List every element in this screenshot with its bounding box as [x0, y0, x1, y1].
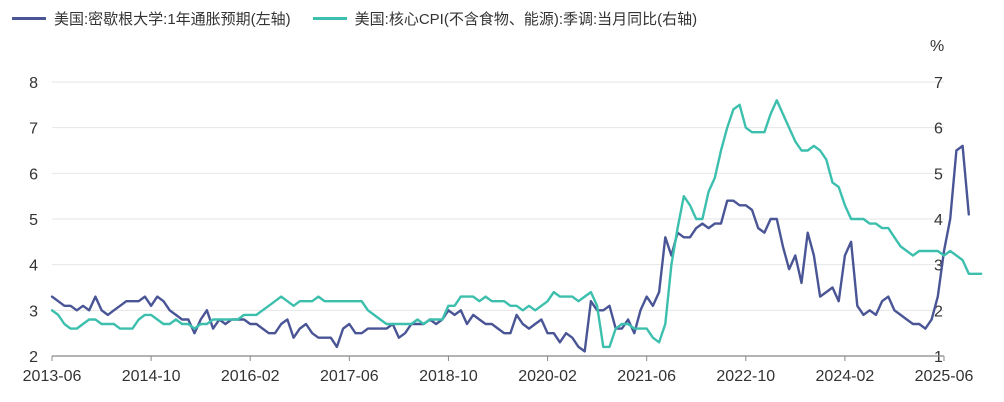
legend-label-series1: 美国:密歇根大学:1年通胀预期(左轴)	[54, 11, 291, 28]
right-tick-label: 5	[934, 166, 943, 183]
legend-item-series1[interactable]: 美国:密歇根大学:1年通胀预期(左轴)	[12, 8, 291, 29]
left-tick-label: 5	[29, 212, 38, 229]
x-tick-label: 2020-02	[518, 368, 577, 385]
right-tick-label: 1	[934, 349, 943, 366]
right-axis-unit: %	[930, 38, 945, 55]
left-tick-label: 2	[29, 349, 38, 366]
legend: 美国:密歇根大学:1年通胀预期(左轴) 美国:核心CPI(不含食物、能源):季调…	[12, 8, 697, 29]
right-tick-label: 3	[934, 258, 943, 275]
x-tick-label: 2018-10	[419, 368, 478, 385]
series-line-series2	[50, 99, 983, 349]
legend-swatch-series2	[312, 17, 347, 20]
x-tick-label: 2021-06	[617, 368, 676, 385]
right-tick-label: 6	[934, 121, 943, 138]
left-tick-label: 6	[29, 166, 38, 183]
x-tick-label: 2017-06	[320, 368, 379, 385]
x-tick-label: 2025-06	[915, 368, 974, 385]
right-tick-label: 7	[934, 75, 943, 92]
left-tick-label: 3	[29, 303, 38, 320]
left-tick-label: 8	[29, 75, 38, 92]
series-line-series1	[50, 144, 970, 353]
x-tick-label: 2022-10	[716, 368, 775, 385]
legend-item-series2[interactable]: 美国:核心CPI(不含食物、能源):季调:当月同比(右轴)	[312, 8, 698, 29]
x-tick-label: 2016-02	[221, 368, 280, 385]
left-tick-label: 4	[29, 258, 38, 275]
legend-swatch-series1	[12, 17, 46, 20]
x-tick-label: 2013-06	[23, 368, 82, 385]
legend-label-series2: 美国:核心CPI(不含食物、能源):季调:当月同比(右轴)	[354, 11, 698, 28]
right-tick-label: 4	[934, 212, 943, 229]
x-tick-label: 2014-10	[122, 368, 181, 385]
x-tick-label: 2024-02	[816, 368, 875, 385]
left-tick-label: 7	[29, 121, 38, 138]
right-tick-label: 2	[934, 303, 943, 320]
